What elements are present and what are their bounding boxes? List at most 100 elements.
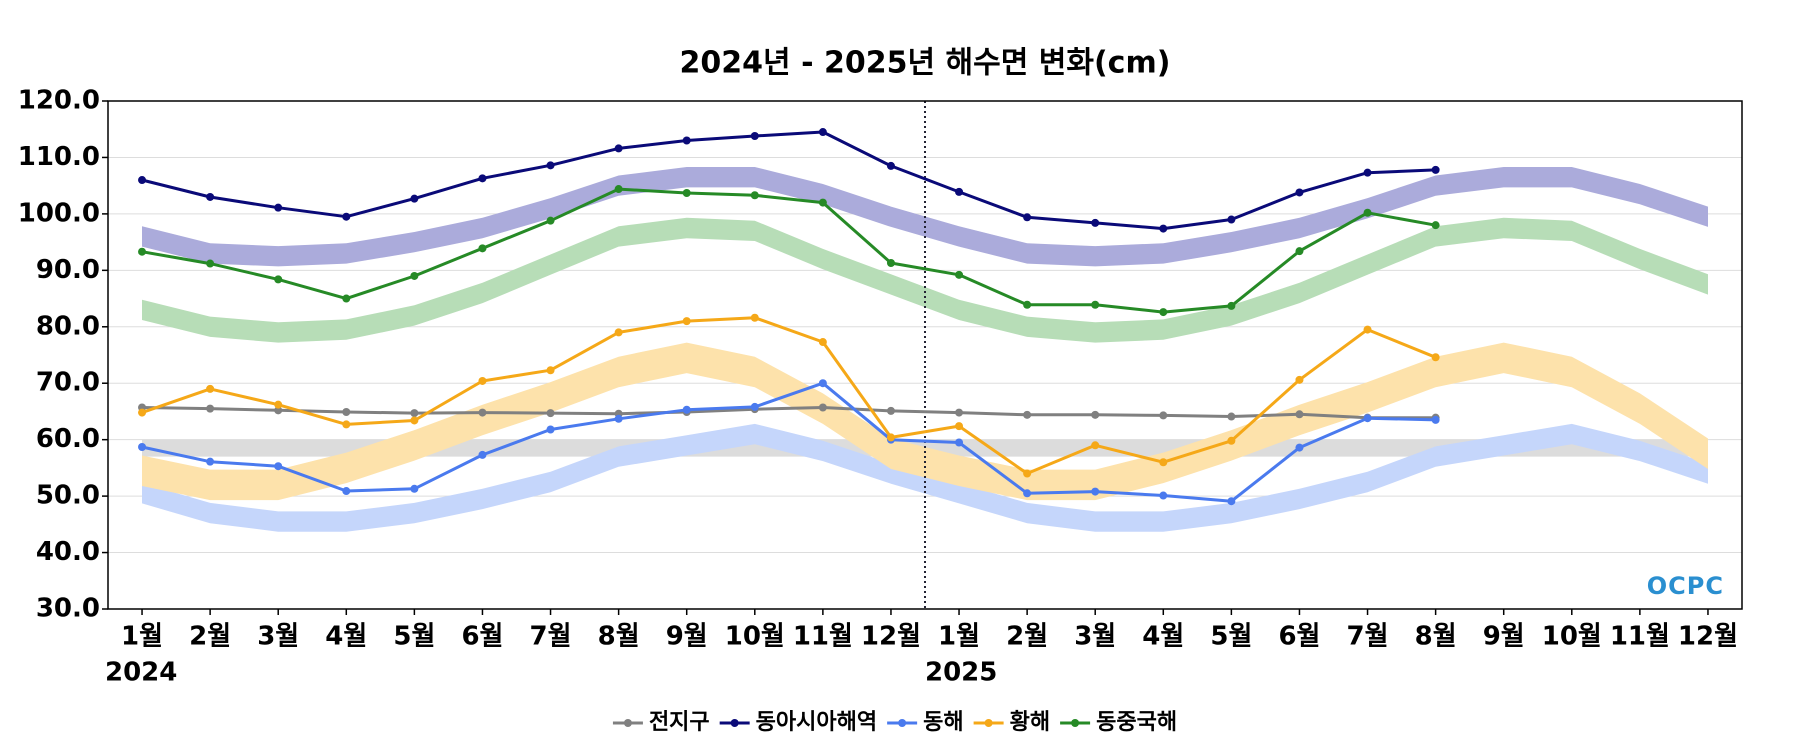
data-point [682, 317, 691, 326]
data-point [886, 433, 895, 442]
data-point [955, 270, 964, 279]
data-point [342, 408, 351, 417]
data-point [1227, 215, 1236, 224]
x-tick-label: 2월 [1006, 622, 1048, 652]
data-point [206, 457, 215, 466]
data-point [546, 366, 555, 375]
data-point [1431, 165, 1440, 174]
data-point [1023, 469, 1032, 478]
data-point [546, 216, 555, 225]
data-point [614, 328, 623, 337]
y-tick-label: 80.0 [36, 311, 100, 341]
x-tick-label: 4월 [325, 622, 367, 652]
legend-marker [730, 719, 739, 727]
watermark: OCPC [1647, 572, 1724, 600]
data-point [478, 174, 487, 183]
data-point [1227, 412, 1236, 421]
legend-marker [623, 719, 632, 727]
data-point [1295, 443, 1304, 452]
data-point [138, 443, 147, 452]
data-point [1363, 168, 1372, 177]
data-point [342, 212, 351, 221]
y-tick-label: 60.0 [36, 424, 100, 454]
data-point [886, 258, 895, 267]
legend-marker [984, 719, 993, 727]
data-point [750, 402, 759, 411]
data-point [818, 198, 827, 207]
y-tick-label: 40.0 [36, 537, 100, 567]
x-tick-label: 12월 [1678, 622, 1738, 652]
series-line [141, 187, 1436, 314]
legend-marker [1071, 719, 1080, 727]
data-point [1295, 410, 1304, 419]
data-point [274, 462, 283, 471]
group-label: 2025 [925, 658, 997, 688]
data-point [410, 409, 419, 418]
data-point [342, 420, 351, 429]
data-point [1091, 487, 1100, 496]
x-tick-label: 7월 [530, 622, 572, 652]
data-point [818, 338, 827, 347]
data-point [274, 400, 283, 409]
data-point [1159, 224, 1168, 233]
data-point [1159, 491, 1168, 500]
data-point [682, 189, 691, 198]
data-point [1023, 300, 1032, 309]
legend-label: 황해 [1010, 710, 1050, 735]
x-tick-label: 9월 [666, 622, 708, 652]
x-tick-label: 6월 [1278, 622, 1320, 652]
series-line [141, 316, 1437, 475]
data-point [1159, 411, 1168, 420]
x-tick-label: 9월 [1483, 622, 1525, 652]
series-line [141, 130, 1436, 231]
data-point [1091, 441, 1100, 450]
chart-title: 2024년 - 2025년 해수면 변화(cm) [680, 46, 1171, 81]
data-point [955, 438, 964, 447]
data-point [206, 404, 215, 413]
data-point [614, 414, 623, 423]
data-point [955, 408, 964, 417]
data-point [1091, 300, 1100, 309]
y-tick-label: 70.0 [36, 368, 100, 398]
y-tick-label: 110.0 [18, 142, 100, 172]
y-tick-label: 30.0 [36, 594, 100, 624]
x-tick-label: 5월 [393, 622, 435, 652]
x-tick-label: 8월 [598, 622, 640, 652]
data-point [274, 406, 283, 415]
x-tick-label: 6월 [461, 622, 503, 652]
data-point [1159, 308, 1168, 317]
data-point [818, 379, 827, 388]
data-point [1023, 489, 1032, 498]
x-tick-label: 3월 [257, 622, 299, 652]
data-point [342, 487, 351, 496]
y-tick-label: 50.0 [36, 481, 100, 511]
x-tick-label: 10월 [725, 622, 785, 652]
data-point [138, 408, 147, 417]
data-point [750, 313, 759, 322]
data-point [682, 136, 691, 145]
data-point [955, 422, 964, 431]
data-point [410, 484, 419, 493]
data-point [410, 416, 419, 425]
x-tick-label: 5월 [1210, 622, 1252, 652]
data-point [886, 406, 895, 415]
data-point [1227, 436, 1236, 445]
data-point [614, 185, 623, 194]
data-point [342, 294, 351, 303]
x-tick-label: 1월 [121, 622, 163, 652]
x-tick-label: 11월 [793, 622, 853, 652]
data-point [478, 450, 487, 459]
x-tick-label: 3월 [1074, 622, 1116, 652]
x-tick-label: 4월 [1142, 622, 1184, 652]
data-point [546, 409, 555, 418]
data-point [1363, 325, 1372, 334]
data-point [1431, 415, 1440, 424]
y-tick-label: 120.0 [18, 86, 100, 116]
x-tick-label: 10월 [1542, 622, 1602, 652]
data-point [955, 187, 964, 196]
data-point [1363, 414, 1372, 423]
data-point [206, 259, 215, 268]
data-point [614, 144, 623, 153]
legend: 전지구 동아시아해역 동해 황해 동중국해 [612, 710, 1177, 735]
data-point [138, 176, 147, 185]
